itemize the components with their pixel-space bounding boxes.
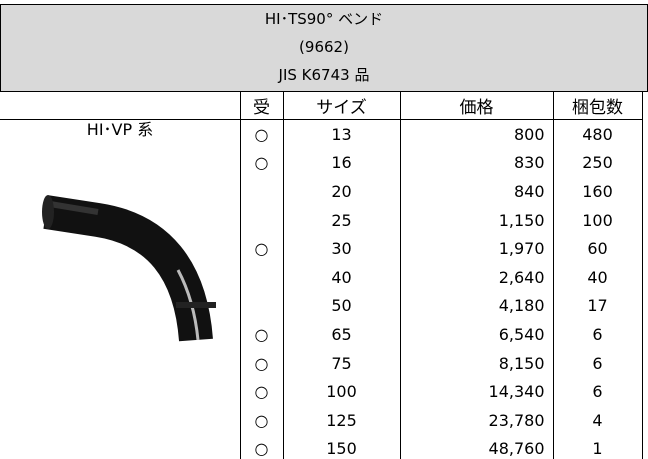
size: 150 bbox=[282, 434, 401, 459]
size: 100 bbox=[282, 377, 401, 406]
accept-mark bbox=[239, 205, 284, 235]
price: 6,540 bbox=[399, 320, 554, 349]
column-header: 梱包数 bbox=[552, 91, 643, 120]
column-header: サイズ bbox=[282, 91, 401, 120]
header: HI･TS90° ベンド (9662) JIS K6743 品 bbox=[0, 4, 648, 92]
table-row: ○ 100 14,340 6 bbox=[0, 377, 643, 406]
accept-mark: ○ bbox=[239, 377, 284, 406]
accept-mark: ○ bbox=[239, 119, 284, 149]
product-label: HI･VP 系 bbox=[86, 120, 154, 139]
pack-qty: 6 bbox=[552, 320, 643, 349]
standard: JIS K6743 品 bbox=[278, 66, 370, 84]
header-row: 受サイズ 価格 梱包数 bbox=[0, 91, 643, 120]
blank-cell bbox=[0, 177, 241, 206]
blank-cell bbox=[0, 348, 241, 378]
price: 2,640 bbox=[399, 262, 554, 292]
table-row: ○ 13 800 480 bbox=[0, 119, 643, 149]
column-header: 価格 bbox=[399, 91, 554, 120]
column-header: 受 bbox=[239, 91, 284, 120]
pack-qty: 40 bbox=[552, 262, 643, 292]
pack-qty: 250 bbox=[552, 148, 643, 178]
table-row: 50 4,180 17 bbox=[0, 291, 643, 321]
pack-qty: 4 bbox=[552, 405, 643, 435]
price: 830 bbox=[399, 148, 554, 178]
pack-qty: 1 bbox=[552, 434, 643, 459]
size: 30 bbox=[282, 234, 401, 263]
size: 16 bbox=[282, 148, 401, 178]
table-row: ○ 75 8,150 6 bbox=[0, 348, 643, 378]
size: 50 bbox=[282, 291, 401, 321]
pack-qty: 60 bbox=[552, 234, 643, 263]
price: 14,340 bbox=[399, 377, 554, 406]
pack-qty: 100 bbox=[552, 205, 643, 235]
blank-cell bbox=[0, 377, 241, 406]
accept-mark: ○ bbox=[239, 434, 284, 459]
accept-mark bbox=[239, 177, 284, 206]
pack-qty: 480 bbox=[552, 119, 643, 149]
size: 20 bbox=[282, 177, 401, 206]
pack-qty: 17 bbox=[552, 291, 643, 321]
price: 4,180 bbox=[399, 291, 554, 321]
pack-qty: 6 bbox=[552, 348, 643, 378]
title: HI･TS90° ベンド bbox=[264, 10, 384, 28]
accept-mark: ○ bbox=[239, 234, 284, 263]
table-row: 20 840 160 bbox=[0, 177, 643, 206]
blank-cell bbox=[0, 434, 241, 459]
size: 40 bbox=[282, 262, 401, 292]
price: 48,760 bbox=[399, 434, 554, 459]
code: (9662) bbox=[299, 38, 349, 56]
size: 75 bbox=[282, 348, 401, 378]
blank-header bbox=[0, 91, 241, 120]
size: 65 bbox=[282, 320, 401, 349]
accept-mark bbox=[239, 262, 284, 292]
pipe-image bbox=[42, 195, 216, 342]
blank-cell bbox=[0, 405, 241, 435]
pack-qty: 160 bbox=[552, 177, 643, 206]
size: 25 bbox=[282, 205, 401, 235]
table-row: ○ 125 23,780 4 bbox=[0, 405, 643, 435]
size: 13 bbox=[282, 119, 401, 149]
accept-mark: ○ bbox=[239, 348, 284, 378]
price: 800 bbox=[399, 119, 554, 149]
price: 8,150 bbox=[399, 348, 554, 378]
accept-mark: ○ bbox=[239, 148, 284, 178]
blank-cell bbox=[0, 148, 241, 178]
accept-mark: ○ bbox=[239, 405, 284, 435]
size: 125 bbox=[282, 405, 401, 435]
accept-mark bbox=[239, 291, 284, 321]
blank-cell bbox=[0, 119, 241, 149]
price: 23,780 bbox=[399, 405, 554, 435]
pack-qty: 6 bbox=[552, 377, 643, 406]
price: 840 bbox=[399, 177, 554, 206]
accept-mark: ○ bbox=[239, 320, 284, 349]
price: 1,150 bbox=[399, 205, 554, 235]
price: 1,970 bbox=[399, 234, 554, 263]
table-row: ○ 16 830 250 bbox=[0, 148, 643, 178]
table-row: ○ 150 48,760 1 bbox=[0, 434, 643, 459]
